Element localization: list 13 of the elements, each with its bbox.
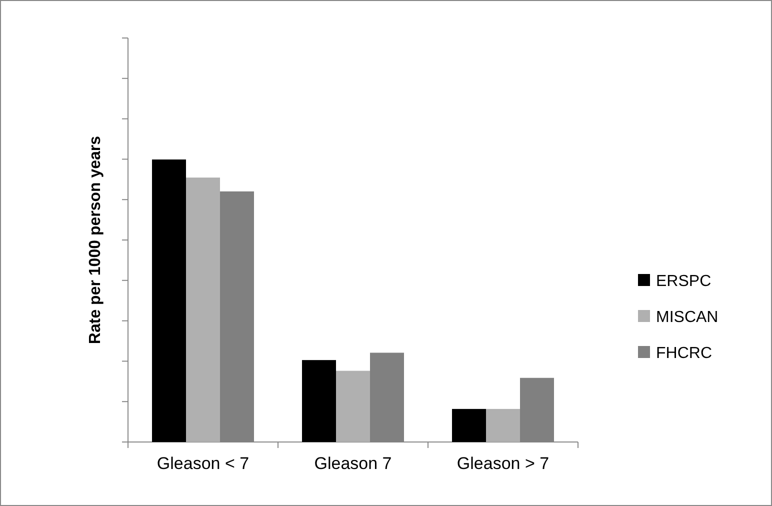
bar [186,178,220,442]
legend-label: FHCRC [656,345,712,362]
x-tick-label: Gleason 7 [314,454,392,473]
y-axis-title: Rate per 1000 person years [87,136,104,344]
bar [486,408,520,442]
bar [302,360,336,442]
bar [452,408,486,442]
legend-label: ERSPC [656,273,712,290]
x-tick-label: Gleason < 7 [156,454,250,473]
x-tick-label: Gleason > 7 [456,454,550,473]
legend-label: MISCAN [656,309,718,326]
bar [152,159,186,442]
bar [336,370,370,442]
